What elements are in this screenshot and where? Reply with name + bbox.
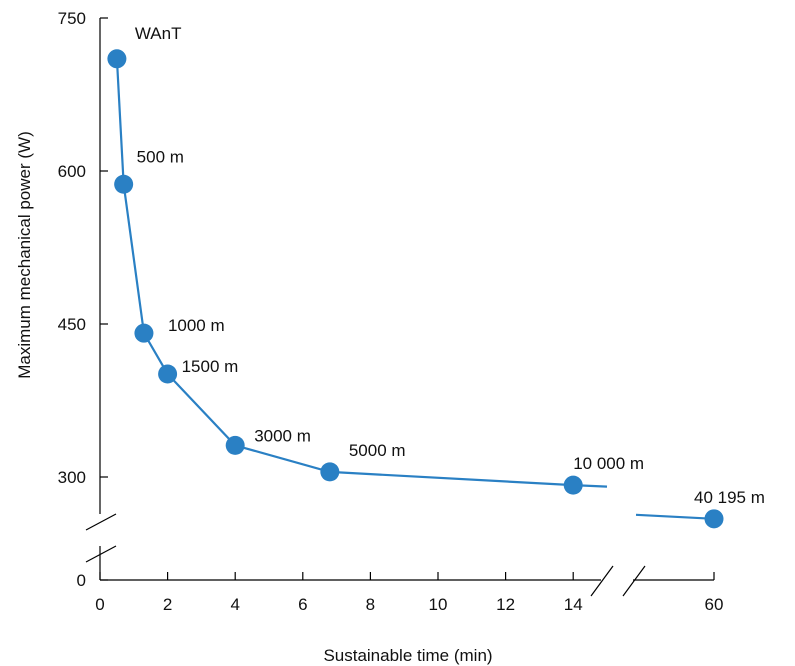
data-point-label: 40 195 m: [694, 488, 765, 507]
data-point-label: 500 m: [137, 147, 184, 166]
data-point-label: 10 000 m: [573, 454, 644, 473]
data-point-label: 1500 m: [182, 357, 239, 376]
y-tick-label: 450: [58, 315, 86, 334]
series-line-left: [115, 58, 608, 488]
x-axis-break-mark: [622, 565, 646, 597]
data-point: [134, 323, 154, 343]
y-tick-label: 600: [58, 162, 86, 181]
y-tick-label: 0: [77, 571, 86, 590]
x-tick-label: 2: [163, 595, 172, 614]
data-point: [225, 435, 245, 455]
x-tick-label: 0: [95, 595, 104, 614]
x-axis: [100, 565, 714, 597]
data-point: [563, 475, 583, 495]
y-tick-label: 750: [58, 9, 86, 28]
data-points: WAnT 500 m 1000 m 1500 m 3000 m 5000 m 10 000 …: [107, 24, 765, 529]
x-tick-label: 60: [705, 595, 724, 614]
y-axis-title: Maximum mechanical power (W): [15, 131, 34, 379]
data-point: [107, 49, 127, 69]
x-tick-label: 8: [366, 595, 375, 614]
data-point: [158, 364, 178, 384]
data-point: [114, 174, 134, 194]
x-tick-label: 12: [496, 595, 515, 614]
x-axis-title: Sustainable time (min): [323, 646, 492, 665]
data-point-label: 3000 m: [254, 426, 311, 445]
data-point-label: WAnT: [135, 24, 182, 43]
x-tick-label: 6: [298, 595, 307, 614]
y-axis-break-mark: [85, 545, 117, 563]
series-line-right: [635, 513, 715, 520]
data-point: [704, 509, 724, 529]
x-tick-label: 14: [564, 595, 583, 614]
y-tick-label: 300: [58, 468, 86, 487]
data-point-label: 1000 m: [168, 316, 225, 335]
y-axis: [85, 18, 117, 580]
data-point-label: 5000 m: [349, 441, 406, 460]
ticks: 0 300 450 600 750 0 2 4 6 8 10 12 14 60: [58, 9, 724, 614]
x-tick-label: 4: [230, 595, 239, 614]
data-point: [320, 462, 340, 482]
x-axis-break-mark: [590, 565, 614, 597]
series: [115, 58, 715, 520]
y-axis-break-mark: [85, 513, 117, 531]
x-tick-label: 10: [429, 595, 448, 614]
